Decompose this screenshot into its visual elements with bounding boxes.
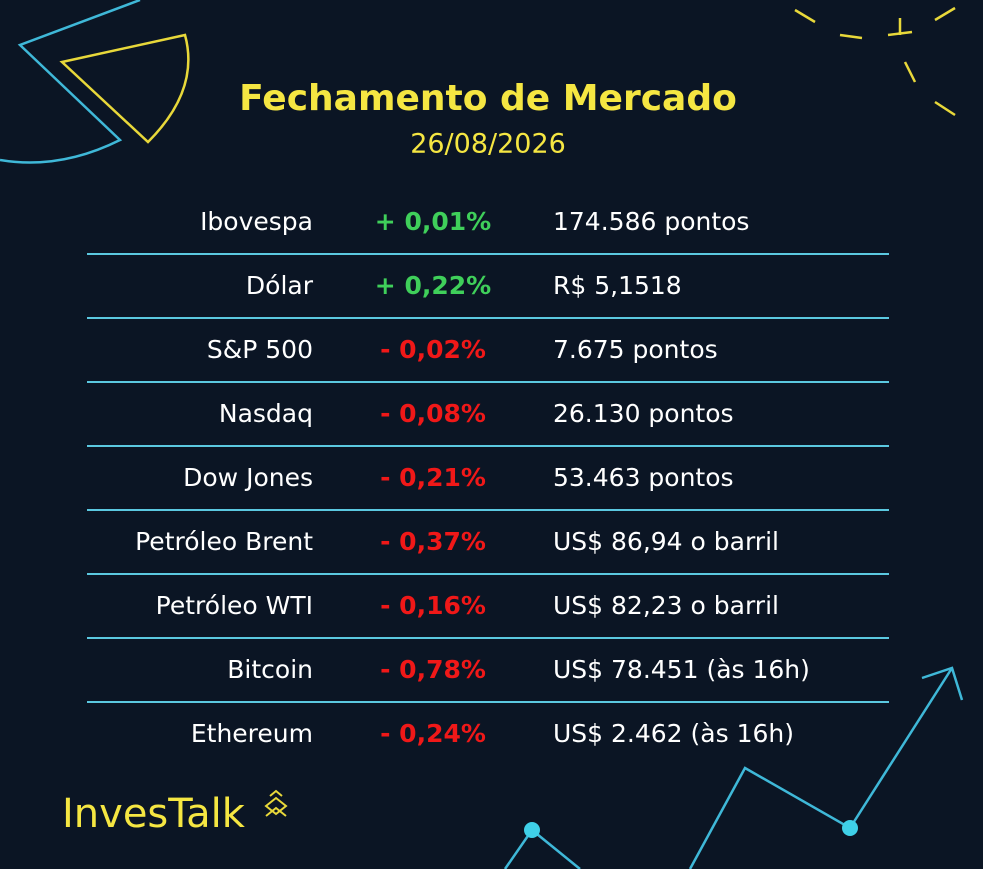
row-name: Dólar: [246, 271, 314, 300]
row-value: R$ 5,1518: [553, 271, 682, 300]
row-change: - 0,02%: [380, 335, 486, 364]
row-value: US$ 78.451 (às 16h): [553, 655, 810, 684]
row-value: 174.586 pontos: [553, 207, 749, 236]
row-name: Ibovespa: [200, 207, 313, 236]
row-change: + 0,22%: [375, 271, 491, 300]
brand-logo: [264, 789, 288, 817]
row-change: - 0,08%: [380, 399, 486, 428]
decor-shape: [59, 33, 190, 144]
row-value: 7.675 pontos: [553, 335, 718, 364]
brand: InvesTalk: [62, 791, 246, 837]
market-table: Ibovespa + 0,01% 174.586 pontos Dólar + 0,22…: [87, 207, 889, 748]
title: Fechamento de Mercado: [239, 78, 737, 119]
row-name: Petróleo WTI: [156, 591, 313, 620]
row-name: Ethereum: [191, 719, 313, 748]
decor-dot: [842, 820, 858, 836]
row-change: - 0,78%: [380, 655, 486, 684]
row-name: Dow Jones: [183, 463, 313, 492]
row-value: 53.463 pontos: [553, 463, 734, 492]
row-name: Nasdaq: [219, 399, 313, 428]
row-name: Bitcoin: [227, 655, 313, 684]
row-change: - 0,24%: [380, 719, 486, 748]
row-value: US$ 86,94 o barril: [553, 527, 779, 556]
date: 26/08/2026: [410, 129, 566, 160]
decor-shape: [0, 0, 141, 164]
row-value: US$ 82,23 o barril: [553, 591, 779, 620]
decor-dot: [524, 822, 540, 838]
decor-rays: [794, 6, 956, 117]
row-change: - 0,16%: [380, 591, 486, 620]
row-value: US$ 2.462 (às 16h): [553, 719, 794, 748]
row-change: + 0,01%: [375, 207, 491, 236]
row-name: Petróleo Brent: [135, 527, 313, 556]
row-value: 26.130 pontos: [553, 399, 734, 428]
row-name: S&P 500: [207, 335, 313, 364]
row-change: - 0,37%: [380, 527, 486, 556]
row-change: - 0,21%: [380, 463, 486, 492]
